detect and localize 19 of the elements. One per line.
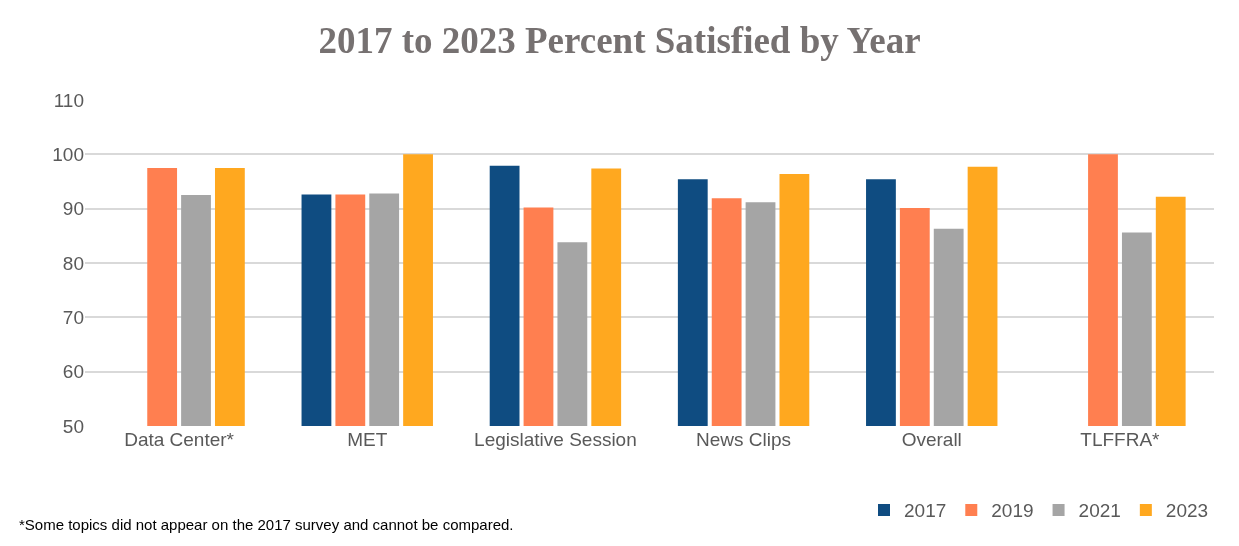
y-tick-label: 80	[62, 252, 84, 274]
legend-label: 2019	[991, 500, 1034, 522]
legend-label: 2023	[1165, 500, 1209, 522]
x-tick-label: Overall	[901, 429, 962, 450]
x-tick-label: Legislative Session	[474, 429, 637, 450]
chart-title: 2017 to 2023 Percent Satisfied by Year	[318, 20, 921, 62]
y-tick-label: 100	[52, 143, 84, 165]
y-tick-label: 50	[62, 415, 84, 437]
x-tick-label: TLFFRA*	[1080, 429, 1161, 450]
legend-label: 2017	[904, 500, 947, 522]
text: *Some topics did not appear on the 2017 survey and cannot be compared.	[19, 516, 514, 533]
legend-label: 2021	[1078, 500, 1121, 522]
x-tick-label: Data Center*	[124, 429, 235, 450]
y-tick-label: 90	[62, 198, 84, 220]
x-tick-label: News Clips	[696, 429, 792, 450]
x-tick-label: MET	[347, 429, 388, 450]
y-tick-label: 60	[62, 361, 84, 383]
y-tick-label: 70	[62, 306, 84, 328]
y-tick-label: 110	[53, 89, 84, 111]
